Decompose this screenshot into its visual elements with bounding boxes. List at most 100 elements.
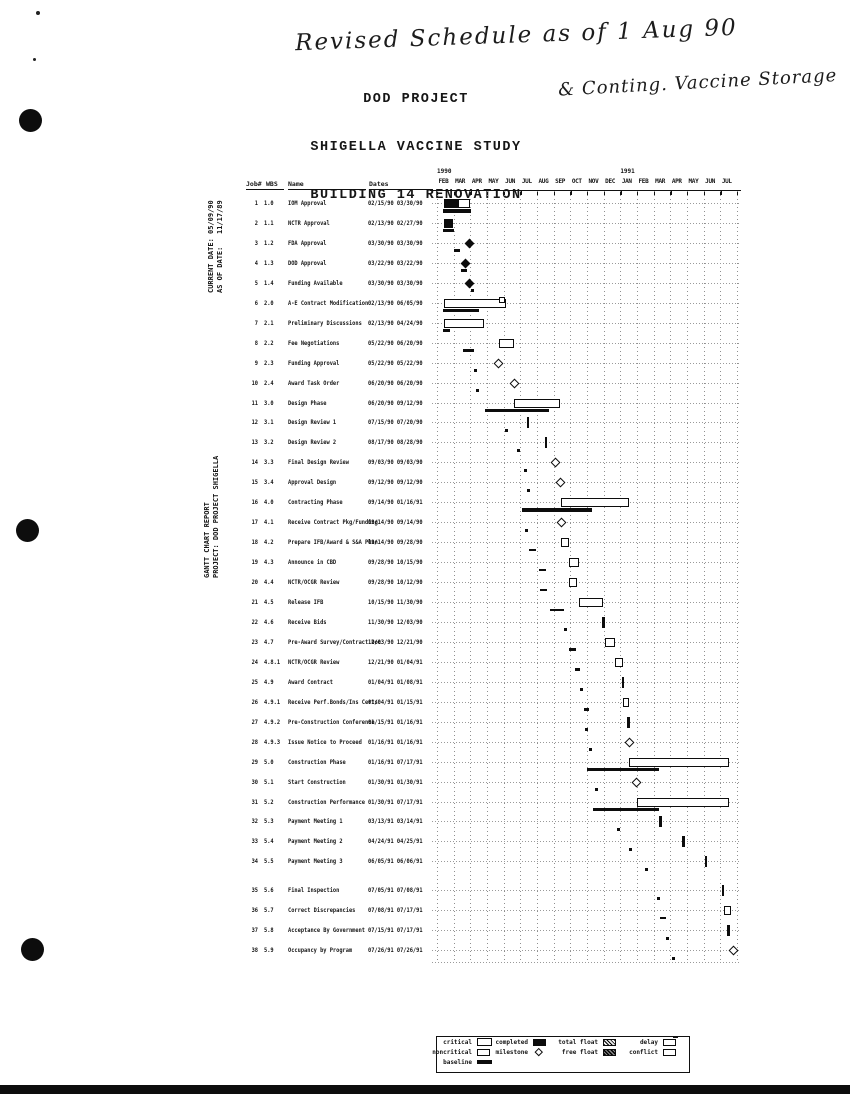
row-leader-dotline <box>432 582 741 584</box>
task-dates: 02/13/90 04/24/90 <box>368 318 423 327</box>
row-leader-dotline <box>432 322 741 324</box>
baseline-dot <box>628 847 632 851</box>
task-dates: 05/22/90 05/22/90 <box>368 358 423 367</box>
task-wbs: 4.1 <box>264 518 274 527</box>
task-job: 21 <box>251 598 258 606</box>
row-leader-dotline <box>432 801 741 803</box>
task-name: Design Review 1 <box>288 418 337 427</box>
row-leader-dotline <box>432 890 741 892</box>
task-job: 19 <box>251 558 258 567</box>
task-job: 6 <box>254 298 258 307</box>
baseline-dot <box>588 748 592 752</box>
row-leader-dotline <box>432 861 741 863</box>
baseline-dot <box>504 428 508 432</box>
task-wbs: 2.2 <box>264 338 274 347</box>
task-dates: 12/21/90 01/04/91 <box>368 657 423 666</box>
task-name: Award Task Order <box>288 378 340 387</box>
month-gridline <box>586 191 588 962</box>
legend-swatch-critical <box>477 1038 492 1046</box>
baseline-dot <box>473 369 477 373</box>
row-leader-dotline <box>432 302 741 304</box>
row-leader-dotline <box>432 721 741 723</box>
task-job: 13 <box>251 438 258 447</box>
task-dates: 06/05/91 06/06/91 <box>368 857 423 866</box>
task-name: Release IFB <box>288 598 324 606</box>
task-dates: 10/15/90 11/30/90 <box>368 598 423 606</box>
task-dates: 02/13/90 02/27/90 <box>368 218 423 227</box>
baseline-dash <box>538 568 547 572</box>
task-dates: 01/30/91 01/30/91 <box>368 777 423 786</box>
month-gridline <box>437 191 438 962</box>
row-leader-dotline <box>432 203 741 204</box>
task-dates: 02/15/90 03/30/90 <box>368 199 423 207</box>
legend-label: delay <box>639 1038 658 1046</box>
legend-label: milestone <box>495 1048 528 1056</box>
timeline-month-label: JUL <box>521 178 532 185</box>
task-name: NCTR/OCGR Review <box>288 657 340 666</box>
baseline-dot <box>645 867 649 871</box>
scan-speck <box>33 58 36 61</box>
timeline-month-label: FEB <box>638 178 649 185</box>
task-job: 38 <box>251 946 258 955</box>
task-wbs: 3.4 <box>264 478 274 487</box>
row-leader-dotline <box>432 342 741 344</box>
header-underline <box>246 189 284 191</box>
task-job: 36 <box>251 906 258 915</box>
baseline-dot <box>525 528 529 532</box>
task-wbs: 1.2 <box>264 238 274 247</box>
task-wbs: 5.9 <box>264 946 274 955</box>
task-job: 14 <box>251 458 258 467</box>
milestone-diamond <box>509 378 520 388</box>
gantt-bar-open <box>636 797 730 807</box>
month-gridline <box>720 191 722 962</box>
legend-swatch-total-float <box>603 1038 616 1046</box>
gantt-bar-open <box>578 598 603 607</box>
timeline-month-label: JUN <box>705 178 716 185</box>
task-name: NCTR/OCGR Review <box>288 578 340 587</box>
legend-label: total float <box>558 1038 598 1046</box>
task-dates: 06/20/90 09/12/90 <box>368 398 423 407</box>
legend-swatch-baseline <box>477 1060 492 1064</box>
baseline-dash <box>442 329 450 332</box>
gantt-tick <box>621 676 625 688</box>
header-underline <box>369 189 433 191</box>
gantt-tick <box>682 836 685 848</box>
chart-bottom-dotline <box>432 962 741 963</box>
row-leader-dotline <box>432 482 741 484</box>
task-wbs: 4.9 <box>264 677 274 686</box>
task-wbs: 1.1 <box>264 218 274 227</box>
baseline-dash <box>550 608 564 612</box>
baseline-dash <box>453 249 461 252</box>
legend-label: completed <box>495 1038 528 1046</box>
task-job: 31 <box>251 797 258 806</box>
task-wbs: 4.9.2 <box>264 717 281 726</box>
baseline-bar <box>592 807 659 811</box>
task-job: 1 <box>254 199 258 207</box>
header-underline <box>288 189 366 191</box>
task-name: Payment Meeting 1 <box>288 817 343 826</box>
report-title: DOD PROJECT SHIGELLA VACCINE STUDY BUILD… <box>256 60 576 236</box>
row-leader-dotline <box>432 402 741 404</box>
milestone-diamond-filled <box>460 258 471 269</box>
milestone-diamond-filled <box>464 278 475 289</box>
baseline-bar <box>521 508 592 512</box>
task-name: Award Contract <box>288 677 333 686</box>
timeline-month-label: DEC <box>605 178 616 185</box>
task-name: Receive Contract Pkg/Funding <box>288 518 378 527</box>
task-dates: 03/22/90 03/22/90 <box>368 258 423 267</box>
task-wbs: 4.8.1 <box>264 657 281 666</box>
task-name: Preliminary Discussions <box>288 318 362 327</box>
gantt-bar-open <box>723 906 731 916</box>
hole-punch-bottom <box>21 938 44 961</box>
task-job: 25 <box>251 677 258 686</box>
row-leader-dotline <box>432 661 741 663</box>
task-name: NCTR Approval <box>288 218 330 227</box>
task-job: 29 <box>251 757 258 766</box>
task-name: Pre-Construction Conference <box>288 717 375 726</box>
row-leader-dotline <box>432 641 741 643</box>
task-wbs: 2.0 <box>264 298 274 307</box>
milestone-diamond <box>556 517 567 528</box>
title-line-1: DOD PROJECT <box>363 92 469 107</box>
baseline-dot <box>580 688 584 692</box>
